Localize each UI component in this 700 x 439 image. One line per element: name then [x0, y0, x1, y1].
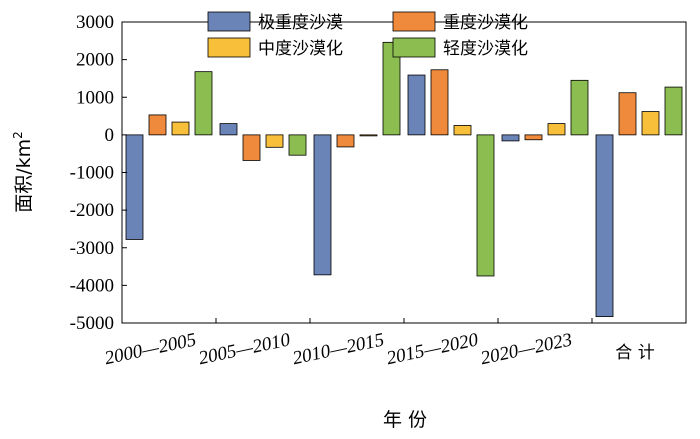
x-tick-label: 合 计 [615, 343, 654, 363]
x-tick-label: 2020—2023 [479, 329, 574, 369]
axes-layer: 3000200010000-1000-2000-3000-4000-500020… [70, 12, 687, 369]
x-tick-label: 2005—2010 [197, 329, 293, 369]
bar-s4-c1 [194, 71, 213, 136]
bar-s2-c3 [336, 134, 355, 148]
y-tick-label: -5000 [70, 313, 114, 334]
bar-s1-c3 [313, 134, 332, 276]
bar-s3-c1 [171, 121, 190, 136]
bar-s4-c4 [476, 134, 495, 277]
y-tick-label: 2000 [76, 50, 114, 71]
legend-swatch [392, 37, 436, 58]
bar-s4-c6 [664, 86, 683, 136]
legend-label: 重度沙漠化 [443, 13, 528, 33]
y-axis-title: 面积/km2 [11, 131, 35, 213]
y-tick-label: -2000 [70, 200, 114, 221]
bar-s2-c6 [618, 92, 637, 136]
legend-label: 极重度沙漠 [258, 13, 343, 33]
y-tick-label: -4000 [70, 275, 114, 296]
bar-s3-c6 [641, 111, 660, 136]
bar-s1-c4 [407, 74, 426, 136]
y-tick-label: 1000 [76, 87, 114, 108]
legend-swatch [207, 37, 251, 58]
bars-layer [125, 41, 683, 318]
bar-s4-c2 [288, 134, 307, 156]
bar-s2-c2 [242, 134, 261, 161]
bar-s2-c5 [524, 134, 543, 141]
bar-s1-c5 [501, 134, 520, 142]
legend-label: 中度沙漠化 [258, 39, 343, 59]
x-tick-label: 2015—2020 [385, 329, 481, 369]
bar-s3-c3 [359, 134, 378, 137]
bar-s3-c5 [547, 123, 566, 136]
bar-s1-c2 [219, 123, 238, 136]
y-tick-label: -3000 [70, 238, 114, 259]
bar-s2-c1 [148, 114, 167, 136]
bar-s3-c2 [265, 134, 284, 148]
y-axis-title-sup: 2 [11, 131, 25, 139]
y-tick-label: 0 [105, 125, 115, 146]
bar-s2-c4 [430, 69, 449, 136]
bar-s4-c3 [382, 41, 401, 136]
bar-s3-c4 [453, 125, 472, 136]
bar-s4-c5 [570, 79, 589, 136]
legend-swatch [392, 11, 436, 32]
x-tick-label: 2010—2015 [291, 329, 386, 369]
legend-label: 轻度沙漠化 [443, 39, 528, 59]
bar-s1-c6 [595, 134, 614, 318]
bar-s1-c1 [125, 134, 144, 240]
legend-swatch [207, 11, 251, 32]
x-axis-title: 年 份 [383, 409, 427, 431]
y-axis-title-main: 面积/km [13, 139, 35, 213]
y-tick-label: 3000 [76, 12, 114, 33]
y-tick-label: -1000 [70, 163, 114, 184]
x-tick-label: 2000—2005 [103, 329, 198, 369]
